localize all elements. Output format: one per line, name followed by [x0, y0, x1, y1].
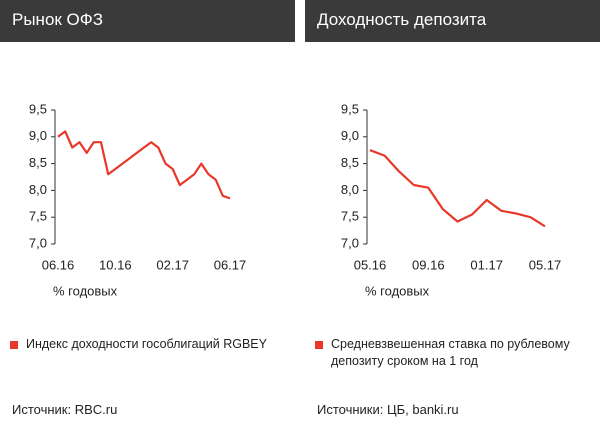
- chart: 7,0 7,5 8,0 8,5 9,0 9,5 05.16 09.16 01.17 05.17 % …: [341, 101, 562, 298]
- y-tick-label: 7,0: [29, 235, 47, 250]
- x-tick-label: 01.17: [470, 257, 503, 272]
- x-tick-label: 06.17: [214, 257, 247, 272]
- legend-entry: Индекс доходности гособлигаций RGBEY: [10, 336, 276, 353]
- chart-title: Рынок ОФЗ: [12, 10, 103, 29]
- y-tick-label: 7,5: [29, 209, 47, 224]
- source-note: Источники: ЦБ, banki.ru: [317, 402, 459, 417]
- chart-panel: Рынок ОФЗ 7,0 7,5 8,0 8,5 9,0 9,5 06.16 10.16 02.…: [0, 0, 295, 425]
- legend-entry: Средневзвешенная ставка по рублевому деп…: [315, 336, 581, 370]
- y-tick-label: 8,5: [341, 155, 359, 170]
- y-unit-label: % годовых: [53, 283, 118, 298]
- x-tick-label: 10.16: [99, 257, 132, 272]
- legend-swatch: [10, 341, 18, 349]
- x-tick-label: 05.17: [529, 257, 562, 272]
- x-tick-label: 06.16: [42, 257, 75, 272]
- series-line: [369, 149, 546, 228]
- y-tick-label: 9,5: [29, 101, 47, 116]
- series-line: [57, 130, 231, 200]
- header: Доходность депозита: [305, 0, 600, 42]
- y-unit-label: % годовых: [365, 283, 430, 298]
- chart-panel: Доходность депозита 7,0 7,5 8,0 8,5 9,0 9,5 05.…: [305, 0, 600, 425]
- legend-label: Индекс доходности гособлигаций RGBEY: [26, 337, 267, 351]
- chart: 7,0 7,5 8,0 8,5 9,0 9,5 06.16 10.16 02.17 06.17 % …: [29, 101, 247, 298]
- x-tick-label: 02.17: [156, 257, 189, 272]
- y-tick-label: 8,0: [341, 182, 359, 197]
- chart-title: Доходность депозита: [317, 10, 487, 29]
- y-tick-label: 9,5: [341, 101, 359, 116]
- y-tick-label: 7,0: [341, 235, 359, 250]
- y-tick-label: 9,0: [341, 128, 359, 143]
- x-tick-label: 09.16: [412, 257, 445, 272]
- legend-swatch: [315, 341, 323, 349]
- header: Рынок ОФЗ: [0, 0, 295, 42]
- y-tick-label: 8,0: [29, 182, 47, 197]
- y-tick-label: 8,5: [29, 155, 47, 170]
- x-tick-label: 05.16: [354, 257, 387, 272]
- legend-label: Средневзвешенная ставка по рублевому деп…: [331, 337, 570, 368]
- y-tick-label: 7,5: [341, 209, 359, 224]
- y-tick-label: 9,0: [29, 128, 47, 143]
- source-note: Источник: RBC.ru: [12, 402, 118, 417]
